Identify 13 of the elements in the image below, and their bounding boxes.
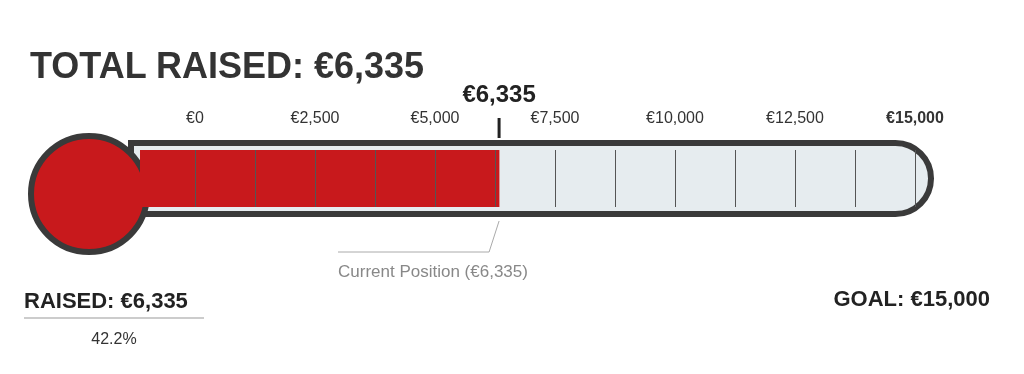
text: GOAL: €15,000 <box>833 286 990 311</box>
x-tick-label: €5,000 <box>410 108 460 126</box>
text: 42.2% <box>91 330 137 347</box>
chart-title: TOTAL RAISED: €6,335 <box>30 45 425 86</box>
text: Current Position (€6,335) <box>338 262 528 281</box>
text: RAISED: €6,335 <box>24 288 188 313</box>
x-tick-label: €7,500 <box>530 108 580 126</box>
x-tick-label: €12,500 <box>766 108 825 126</box>
x-tick-label: €2,500 <box>290 108 340 126</box>
x-tick-label: €0 <box>186 108 204 126</box>
x-tick-label: €15,000 <box>886 108 945 126</box>
ref-line-label: €6,335 <box>462 80 536 107</box>
x-tick-label: €10,000 <box>646 108 705 126</box>
